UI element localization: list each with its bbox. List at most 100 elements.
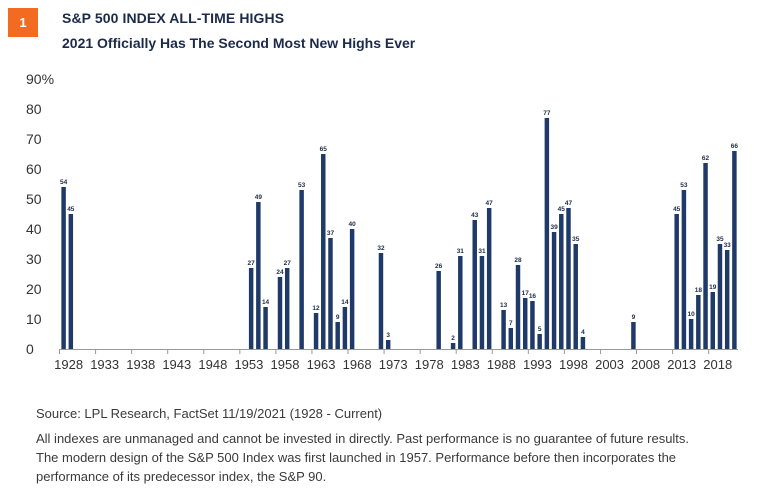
bar-value-label: 33 — [724, 242, 732, 249]
x-tick-label: 1973 — [379, 357, 408, 372]
bar-1986 — [479, 256, 485, 349]
bar-value-label: 47 — [565, 200, 573, 207]
bar-value-label: 40 — [348, 221, 356, 228]
bar-value-label: 43 — [471, 212, 479, 219]
bar-value-label: 13 — [500, 302, 508, 309]
bar-1958 — [277, 277, 283, 349]
bar-value-label: 2 — [451, 335, 455, 342]
bar-1963 — [313, 313, 319, 349]
bar-value-label: 47 — [486, 200, 494, 207]
bar-2021 — [732, 151, 737, 349]
bar-value-label: 53 — [298, 182, 306, 189]
bar-value-label: 32 — [377, 245, 385, 252]
bar-value-label: 9 — [632, 314, 636, 321]
x-tick-label: 2018 — [703, 357, 732, 372]
y-tick-label: 30 — [26, 251, 42, 267]
y-tick-label: 0 — [26, 341, 34, 357]
x-tick-label: 1983 — [451, 357, 480, 372]
bar-value-label: 16 — [529, 293, 537, 300]
bar-value-label: 54 — [60, 179, 68, 186]
bar-1992 — [522, 298, 528, 349]
bar-value-label: 27 — [284, 260, 292, 267]
source-note: Source: LPL Research, FactSet 11/19/2021… — [36, 406, 383, 421]
x-tick-label: 1958 — [271, 357, 300, 372]
bar-1991 — [515, 265, 521, 349]
bar-value-label: 39 — [550, 224, 558, 231]
bar-value-label: 26 — [435, 263, 443, 270]
y-tick-label: 60 — [26, 161, 42, 177]
bar-1980 — [436, 271, 441, 349]
bar-1990 — [508, 328, 514, 349]
bar-2019 — [717, 244, 723, 349]
bar-value-label: 3 — [386, 332, 390, 339]
bar-value-label: 14 — [262, 299, 270, 306]
y-tick-label: 50 — [26, 191, 42, 207]
bar-value-label: 53 — [680, 182, 688, 189]
bar-value-label: 24 — [276, 269, 284, 276]
y-tick-label: 70 — [26, 131, 42, 147]
bar-2015 — [688, 319, 694, 349]
bar-value-label: 45 — [67, 206, 75, 213]
bar-1959 — [284, 268, 290, 349]
bar-value-label: 10 — [687, 311, 695, 318]
bar-2016 — [696, 295, 701, 349]
x-tick-label: 2013 — [667, 357, 696, 372]
bar-1967 — [342, 307, 348, 349]
bar-1993 — [530, 301, 535, 349]
bar-value-label: 27 — [248, 260, 256, 267]
bar-1995 — [544, 118, 550, 349]
bar-value-label: 37 — [327, 230, 335, 237]
bar-1983 — [458, 256, 463, 349]
bar-2020 — [724, 250, 730, 349]
bar-value-label: 4 — [581, 329, 585, 336]
bar-1965 — [328, 238, 333, 349]
x-tick-label: 1938 — [126, 357, 155, 372]
x-tick-label: 1953 — [234, 357, 263, 372]
bar-1929 — [68, 214, 74, 349]
bar-value-label: 65 — [320, 146, 328, 153]
bar-value-label: 45 — [558, 206, 566, 213]
y-tick-label: 80 — [26, 101, 42, 117]
bar-1998 — [566, 208, 571, 349]
bar-1999 — [573, 244, 578, 349]
bar-1972 — [378, 253, 384, 349]
figure-number-badge: 1 — [8, 8, 38, 37]
y-tick-label: 40 — [26, 221, 42, 237]
bar-2007 — [631, 322, 636, 349]
bar-value-label: 77 — [543, 110, 551, 117]
bar-value-label: 62 — [702, 155, 710, 162]
bar-value-label: 7 — [509, 320, 513, 327]
x-tick-label: 1933 — [90, 357, 119, 372]
x-tick-label: 1948 — [198, 357, 227, 372]
x-tick-label: 2008 — [631, 357, 660, 372]
bar-value-label: 45 — [673, 206, 681, 213]
x-tick-label: 1998 — [559, 357, 588, 372]
bar-value-label: 12 — [312, 305, 320, 312]
bar-1989 — [501, 310, 506, 349]
bar-value-label: 9 — [336, 314, 340, 321]
y-tick-label: 20 — [26, 281, 42, 297]
bar-chart: 0102030405060708090%54452749142427531265… — [26, 71, 738, 372]
bar-value-label: 28 — [514, 257, 522, 264]
x-tick-label: 1968 — [343, 357, 372, 372]
bar-1954 — [248, 268, 254, 349]
bar-1928 — [61, 187, 66, 349]
y-tick-label: 90% — [26, 71, 54, 87]
chart-title: S&P 500 INDEX ALL-TIME HIGHS — [62, 10, 285, 26]
bar-1961 — [299, 190, 304, 349]
x-tick-label: 1943 — [162, 357, 191, 372]
bar-value-label: 31 — [478, 248, 486, 255]
bar-1964 — [321, 154, 326, 349]
chart-subtitle: 2021 Officially Has The Second Most New … — [62, 35, 416, 51]
bar-1955 — [256, 202, 261, 349]
bar-value-label: 19 — [709, 284, 717, 291]
disclaimer-line-1: All indexes are unmanaged and cannot be … — [36, 431, 690, 446]
bar-value-label: 35 — [572, 236, 580, 243]
bar-value-label: 18 — [695, 287, 703, 294]
bar-value-label: 35 — [716, 236, 724, 243]
bar-1994 — [537, 334, 542, 349]
disclaimer-line-2: The modern design of the S&P 500 Index w… — [36, 450, 677, 484]
bar-2014 — [681, 190, 687, 349]
bar-1982 — [450, 343, 456, 349]
bar-value-label: 5 — [538, 326, 542, 333]
